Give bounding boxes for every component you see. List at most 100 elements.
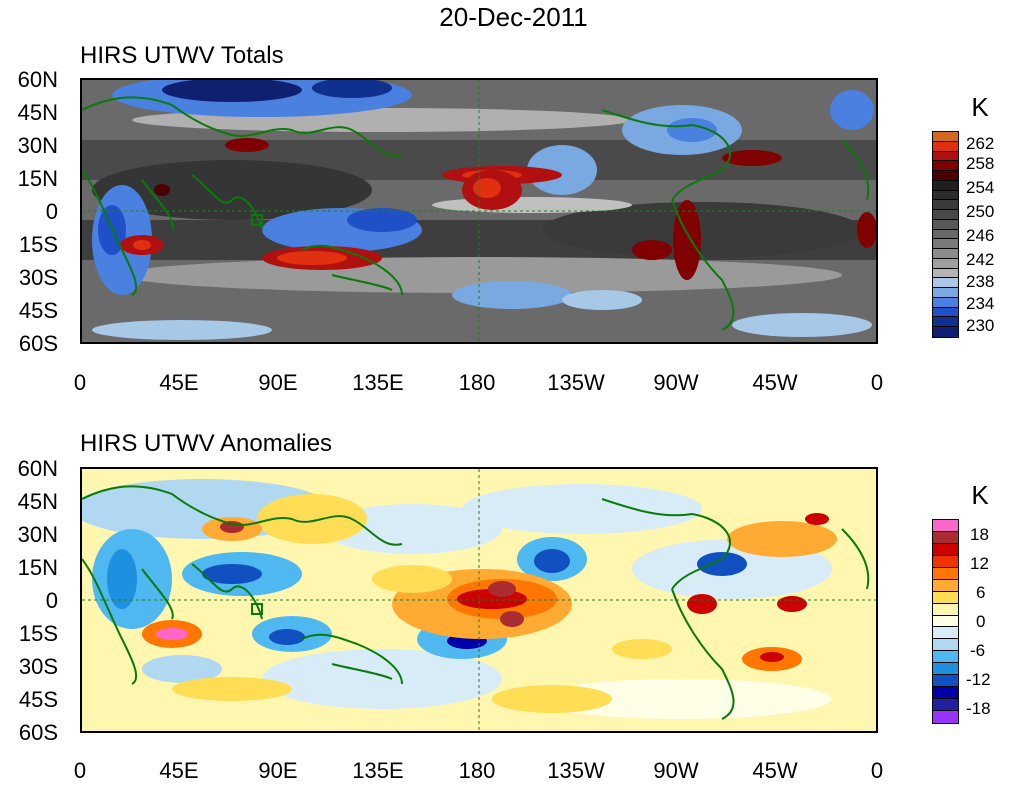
totals-colorbar-label: 250: [966, 202, 995, 221]
anomalies-x-tick: 45E: [159, 758, 199, 783]
colorbar-swatch: [933, 651, 958, 664]
colorbar-swatch: [933, 132, 958, 142]
totals-y-tick: 60N: [17, 67, 58, 92]
colorbar-swatch: [933, 190, 958, 201]
anomalies-x-tick: 135E: [352, 758, 404, 783]
anomalies-colorbar: [932, 519, 959, 724]
anomalies-colorbar-label: 12: [970, 554, 989, 573]
colorbar-swatch: [933, 219, 958, 230]
totals-colorbar-label: 246: [966, 226, 995, 245]
colorbar-swatch: [933, 268, 958, 279]
totals-y-tick: 15N: [17, 166, 58, 191]
colorbar-swatch: [933, 639, 958, 652]
anomalies-colorbar-label: -18: [966, 699, 991, 718]
colorbar-swatch: [933, 278, 958, 288]
colorbar-swatch: [933, 151, 958, 162]
anomalies-colorbar-label: 6: [976, 583, 986, 602]
colorbar-swatch: [933, 210, 958, 220]
anomalies-x-tick: 0: [73, 758, 87, 783]
totals-colorbar-label: 242: [966, 250, 995, 269]
totals-colorbar-label: 234: [966, 294, 995, 313]
totals-x-tick: 90W: [653, 370, 699, 395]
colorbar-swatch: [933, 687, 958, 700]
anomalies-colorbar-units: K: [971, 480, 989, 510]
colorbar-swatch: [933, 239, 958, 249]
colorbar-swatch: [933, 258, 958, 269]
totals-x-tick: 0: [73, 370, 87, 395]
totals-y-tick: 0: [45, 199, 58, 224]
totals-x-tick: 45E: [159, 370, 199, 395]
totals-map: [80, 78, 878, 344]
totals-y-tick: 15S: [18, 232, 58, 257]
colorbar-swatch: [933, 591, 958, 604]
colorbar-swatch: [933, 327, 958, 337]
anomalies-y-tick: 30S: [18, 654, 58, 679]
colorbar-swatch: [933, 171, 958, 181]
colorbar-swatch: [933, 317, 958, 327]
colorbar-swatch: [933, 567, 958, 580]
colorbar-swatch: [933, 543, 958, 556]
totals-x-tick: 45W: [752, 370, 798, 395]
colorbar-swatch: [933, 307, 958, 318]
anomalies-y-tick: 15S: [18, 621, 58, 646]
anomalies-y-tick: 15N: [17, 555, 58, 580]
totals-y-tick: 30S: [18, 265, 58, 290]
colorbar-swatch: [933, 229, 958, 240]
anomalies-colorbar-label: -12: [966, 670, 991, 689]
colorbar-swatch: [933, 603, 958, 616]
anomalies-y-tick: 45S: [18, 687, 58, 712]
totals-x-tick: 135E: [352, 370, 404, 395]
anomalies-x-tick: 45W: [752, 758, 798, 783]
totals-y-tick: 45N: [17, 100, 58, 125]
totals-colorbar-label: 230: [966, 316, 995, 335]
anomalies-colorbar-label: 18: [970, 525, 989, 544]
colorbar-swatch: [933, 627, 958, 640]
colorbar-swatch: [933, 180, 958, 191]
totals-x-tick: 135W: [547, 370, 605, 395]
anomalies-y-tick: 60S: [18, 720, 58, 745]
anomalies-x-tick: 180: [458, 758, 496, 783]
colorbar-swatch: [933, 531, 958, 544]
totals-colorbar: [932, 131, 959, 338]
totals-colorbar-label: 254: [966, 178, 995, 197]
totals-colorbar-label: 238: [966, 272, 995, 291]
anomalies-y-tick: 0: [45, 588, 58, 613]
colorbar-swatch: [933, 675, 958, 688]
colorbar-swatch: [933, 249, 958, 259]
colorbar-swatch: [933, 297, 958, 308]
totals-colorbar-units: K: [971, 92, 989, 122]
totals-y-tick: 45S: [18, 298, 58, 323]
totals-x-tick: 180: [458, 370, 496, 395]
colorbar-swatch: [933, 663, 958, 676]
anomalies-x-tick: 90W: [653, 758, 699, 783]
totals-x-tick: 90E: [258, 370, 298, 395]
anomalies-x-tick: 0: [870, 758, 884, 783]
colorbar-swatch: [933, 615, 958, 628]
anomalies-y-tick: 60N: [17, 456, 58, 481]
colorbar-swatch: [933, 579, 958, 592]
totals-panel-title: HIRS UTWV Totals: [80, 42, 284, 69]
colorbar-swatch: [933, 520, 958, 532]
colorbar-swatch: [933, 200, 958, 210]
colorbar-swatch: [933, 161, 958, 171]
colorbar-swatch: [933, 711, 958, 723]
anomalies-panel-title: HIRS UTWV Anomalies: [80, 430, 333, 457]
date-title: 20-Dec-2011: [439, 2, 588, 32]
anomalies-x-tick: 135W: [547, 758, 605, 783]
anomalies-y-tick: 30N: [17, 522, 58, 547]
anomalies-map: [80, 467, 878, 733]
totals-y-tick: 60S: [18, 331, 58, 356]
colorbar-swatch: [933, 555, 958, 568]
colorbar-swatch: [933, 699, 958, 711]
totals-colorbar-label: 258: [966, 154, 995, 173]
colorbar-swatch: [933, 141, 958, 152]
totals-x-tick: 0: [870, 370, 884, 395]
totals-y-tick: 30N: [17, 133, 58, 158]
totals-field: [82, 80, 876, 342]
totals-colorbar-label: 262: [966, 134, 995, 153]
anomalies-colorbar-label: -6: [970, 641, 986, 660]
anomalies-x-tick: 90E: [258, 758, 298, 783]
anomalies-colorbar-label: 0: [976, 612, 986, 631]
colorbar-swatch: [933, 288, 958, 298]
anomalies-y-tick: 45N: [17, 489, 58, 514]
